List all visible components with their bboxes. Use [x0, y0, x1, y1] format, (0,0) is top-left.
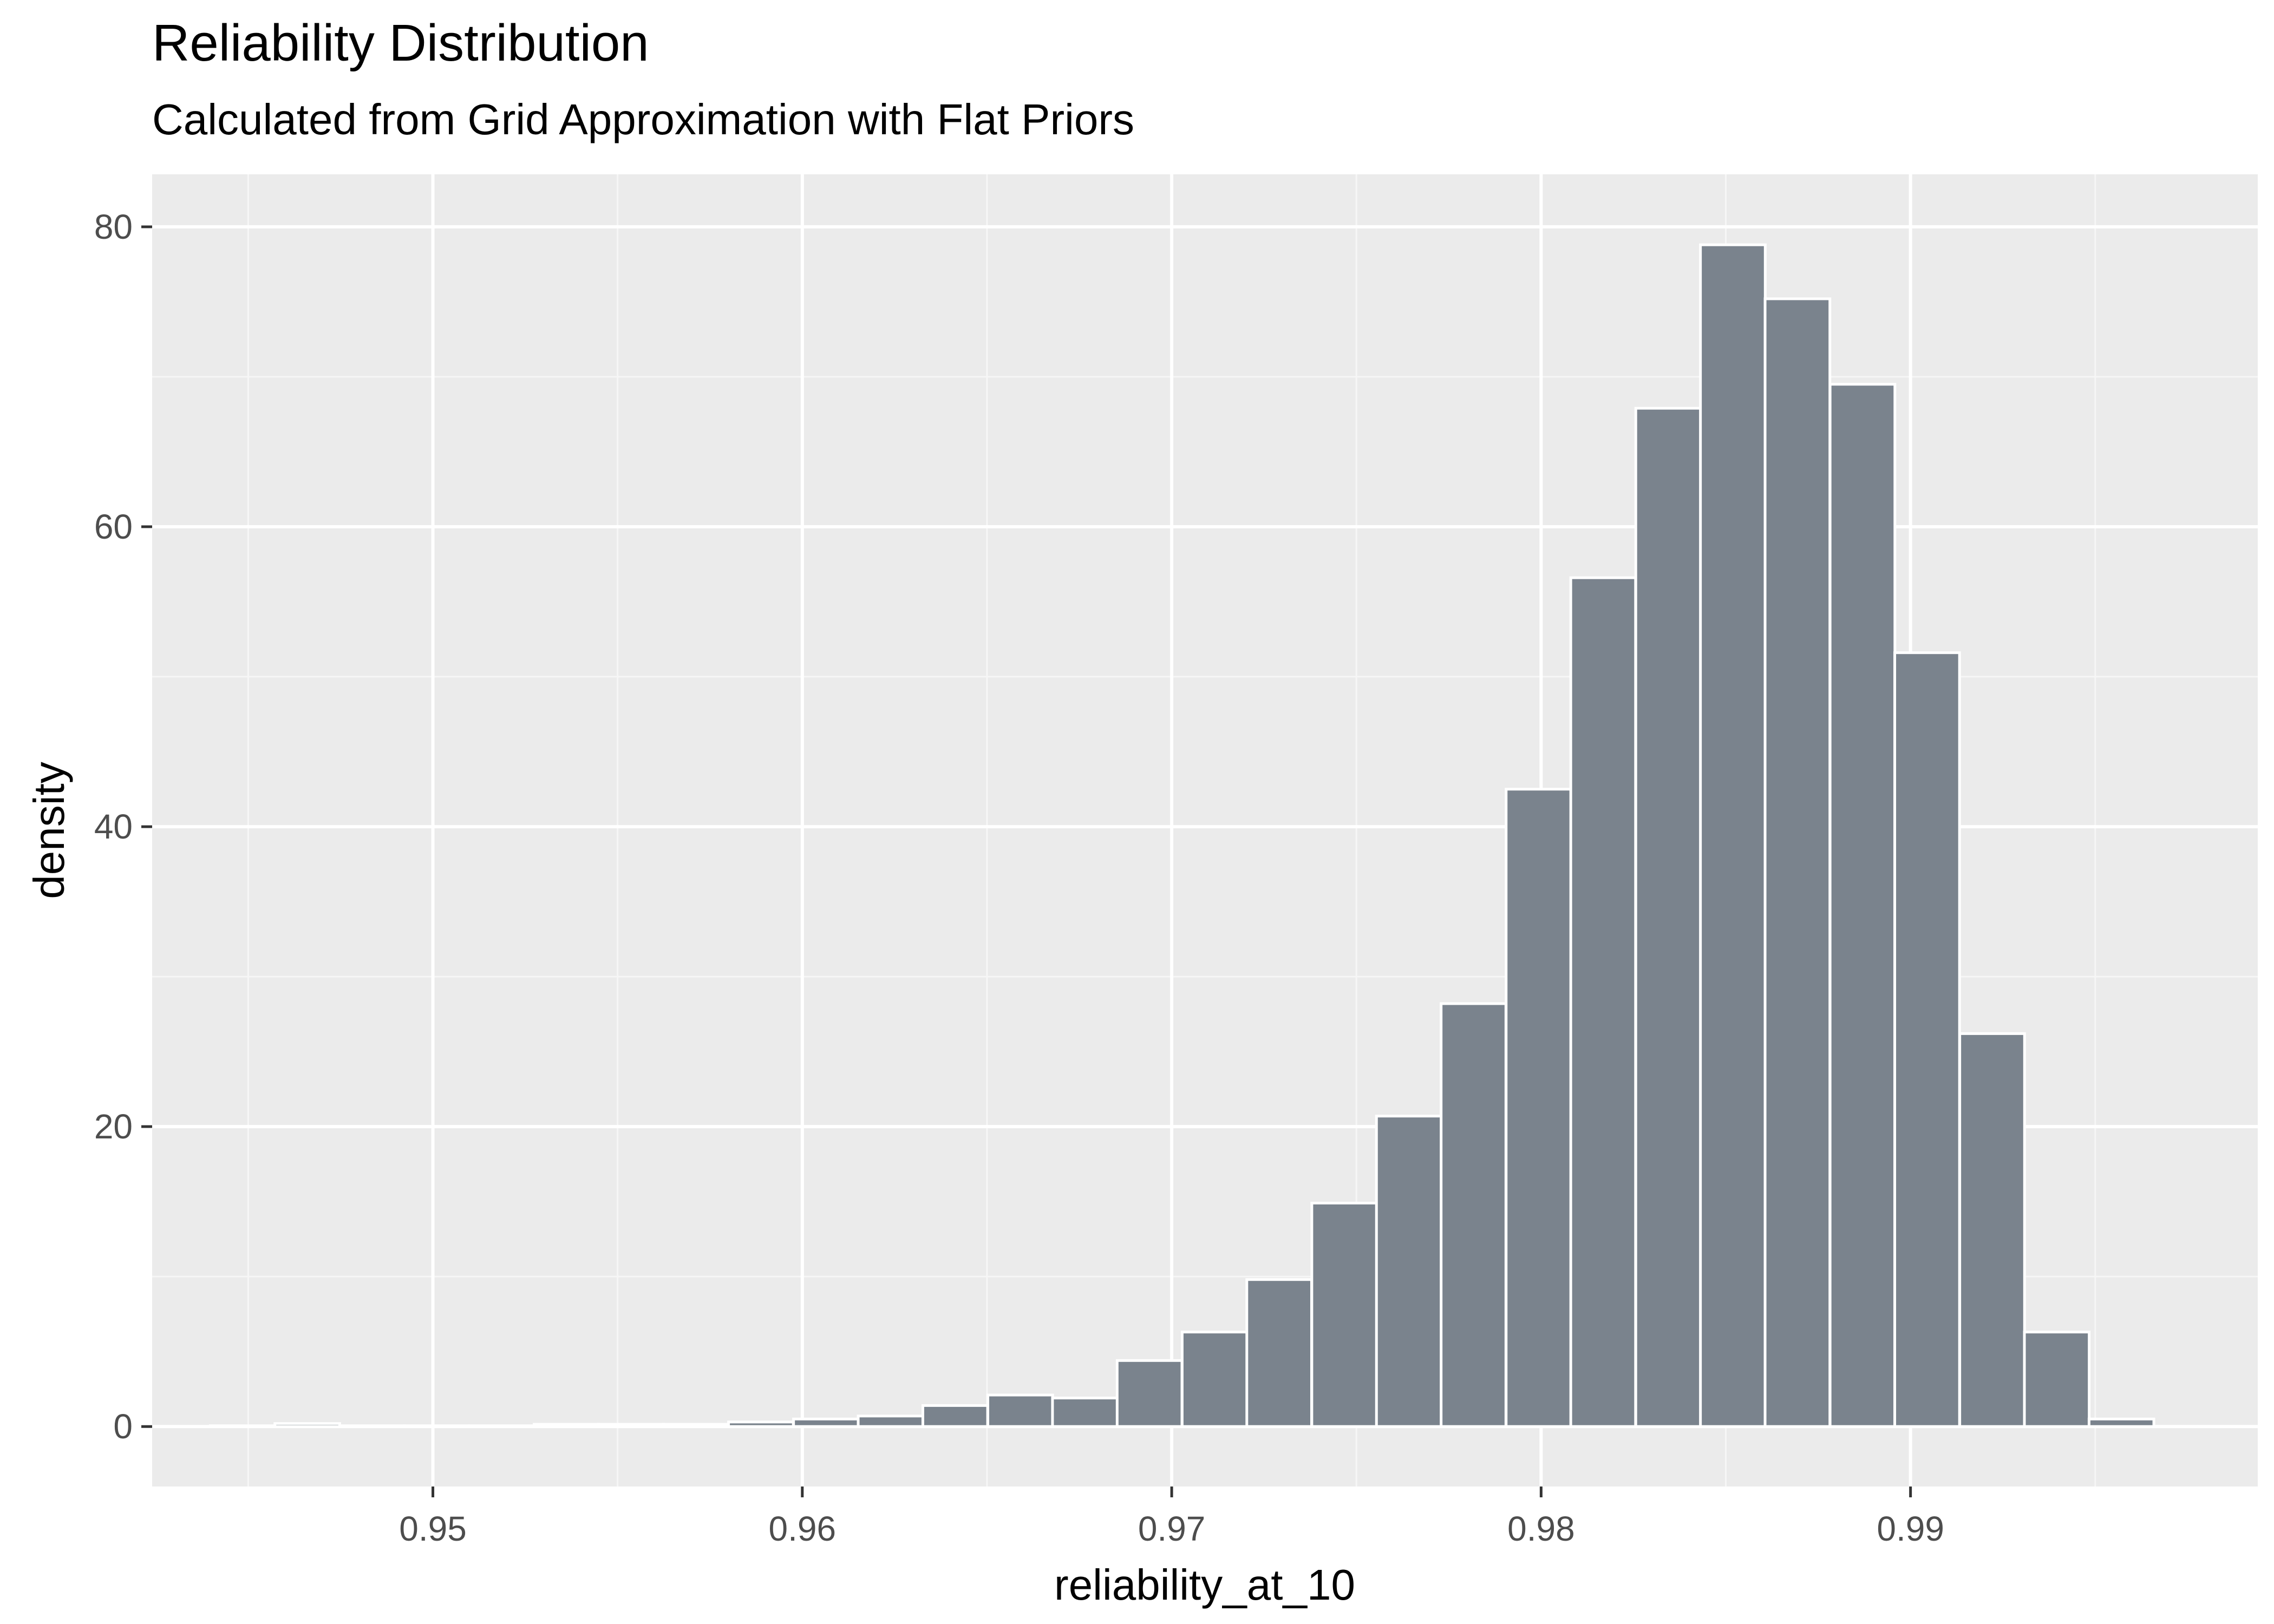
histogram-bar [1440, 1002, 1507, 1428]
histogram-bars [208, 243, 2155, 1428]
histogram-bar [2023, 1331, 2091, 1428]
y-tick-label: 80 [94, 207, 133, 246]
histogram-bar [1634, 407, 1702, 1428]
histogram-bar [1893, 651, 1961, 1428]
histogram-bar [921, 1404, 989, 1428]
histogram-bar [1245, 1278, 1313, 1428]
x-tick-label: 0.95 [399, 1509, 467, 1548]
y-tick-label: 20 [94, 1107, 133, 1146]
x-axis: 0.95 0.96 0.97 0.98 0.99 [399, 1487, 1944, 1548]
x-axis-title: reliability_at_10 [1054, 1561, 1355, 1609]
x-tick-label: 0.99 [1877, 1509, 1944, 1548]
chart-subtitle: Calculated from Grid Approximation with … [152, 95, 1134, 143]
histogram-bar [1569, 576, 1637, 1428]
histogram-bar [1958, 1032, 2026, 1428]
histogram-bar [1763, 297, 1832, 1428]
histogram-bar [597, 1423, 665, 1428]
x-tick-label: 0.98 [1507, 1509, 1575, 1548]
histogram-bar [662, 1423, 730, 1428]
y-axis-title: density [25, 762, 73, 899]
y-tick-label: 0 [113, 1407, 133, 1446]
histogram-bar [1375, 1115, 1443, 1428]
histogram-bar [2087, 1417, 2155, 1428]
x-tick-label: 0.97 [1138, 1509, 1206, 1548]
histogram-bar [1310, 1201, 1378, 1428]
y-tick-label: 60 [94, 507, 133, 546]
y-axis: 0 20 40 60 80 [94, 207, 152, 1446]
histogram-bar [1115, 1359, 1184, 1428]
histogram-bar [1505, 788, 1572, 1428]
histogram-bar [273, 1422, 341, 1428]
x-tick-label: 0.96 [769, 1509, 837, 1548]
chart-title: Reliability Distribution [152, 14, 649, 72]
histogram-bar [533, 1423, 600, 1428]
y-tick-label: 40 [94, 807, 133, 846]
histogram-bar [1180, 1331, 1249, 1428]
histogram-bar [727, 1420, 795, 1428]
histogram-bar [1699, 243, 1767, 1428]
histogram-bar [1051, 1397, 1119, 1428]
histogram-bar [986, 1393, 1054, 1428]
histogram-bar [857, 1415, 925, 1428]
histogram-bar [1828, 383, 1897, 1428]
histogram-bar [792, 1417, 860, 1428]
